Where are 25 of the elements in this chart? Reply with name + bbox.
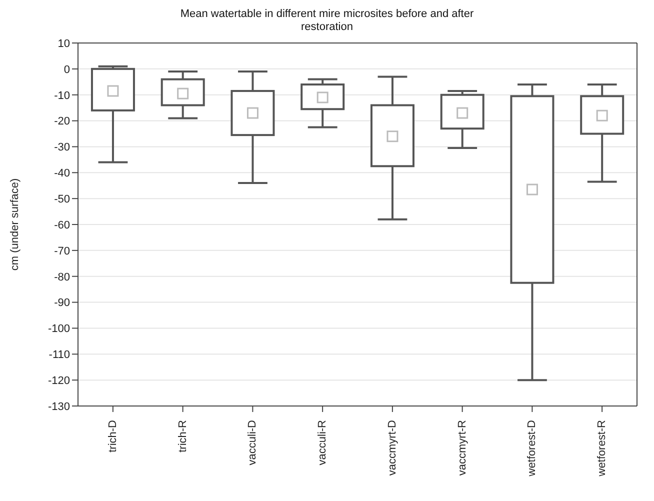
y-axis-title: cm (under surface) xyxy=(8,178,21,271)
y-tick-label: -40 xyxy=(54,168,70,180)
x-tick-label: trich-D xyxy=(106,420,119,452)
y-tick-label: -110 xyxy=(48,349,70,362)
y-tick-label: -90 xyxy=(54,297,70,310)
y-tick-label: -130 xyxy=(48,400,70,413)
x-tick-label: vacculi-R xyxy=(316,420,329,466)
y-tick-label: -100 xyxy=(48,323,70,336)
y-tick-label: -20 xyxy=(54,116,70,128)
y-tick-label: -30 xyxy=(54,142,70,154)
y-tick-label: -60 xyxy=(54,219,70,232)
x-tick-label: vacculi-D xyxy=(246,420,259,466)
y-tick-label: -50 xyxy=(54,193,70,206)
x-tick-label: trich-R xyxy=(176,420,189,452)
x-tick-label: wetforest-R xyxy=(596,420,608,478)
chart-title: Mean watertable in different mire microsites before and after restoration xyxy=(179,8,475,34)
y-tick-label: -80 xyxy=(54,271,70,284)
x-tick-label: wetforest-D xyxy=(526,420,538,478)
y-tick-label: -70 xyxy=(54,245,70,258)
y-tick-label: 10 xyxy=(58,38,70,50)
y-tick-label: -10 xyxy=(54,90,70,102)
x-tick-label: vaccmyrt-D xyxy=(386,420,398,476)
y-tick-label: -120 xyxy=(48,374,70,387)
x-tick-label: vaccmyrt-R xyxy=(456,420,468,476)
y-tick-label: 0 xyxy=(64,64,70,76)
